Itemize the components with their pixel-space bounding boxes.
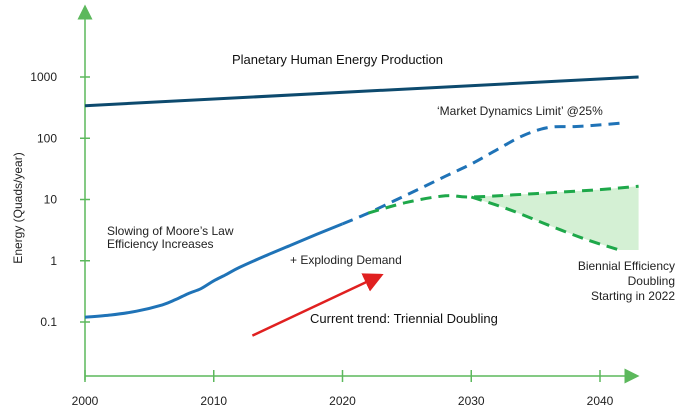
planetary-energy-line [84,75,639,108]
market-dynamics-limit-line [341,121,626,226]
trend-arrow [251,273,384,337]
efficiency-shaded-region [471,186,639,250]
x-tick-label: 2000 [72,394,99,408]
y-tick-label: 10 [44,193,58,207]
historical-demand-line [84,222,344,319]
x-tick-label: 2040 [587,394,614,408]
exploding-demand-annotation: + Exploding Demand [290,253,402,267]
y-tick-label: 100 [37,131,57,145]
y-tick-label: 1 [50,254,57,268]
moores-law-annotation-line2: Efficiency Increases [107,237,214,251]
trend-annotation: Current trend: Triennial Doubling [310,311,498,326]
efficiency-lower-line [470,195,620,252]
biennial-annotation-line3: Starting in 2022 [591,289,675,303]
x-tick-label: 2010 [200,394,227,408]
x-tick-label: 2030 [458,394,485,408]
x-tick-label: 2020 [329,394,356,408]
y-axis-label: Energy (Quads/year) [11,152,25,263]
market-limit-annotation: ‘Market Dynamics Limit’ @25% [437,104,603,118]
efficiency-upper-line [367,184,639,215]
y-tick-label: 1000 [30,70,57,84]
biennial-annotation-line1: Biennial Efficiency [578,259,675,273]
moores-law-annotation-line1: Slowing of Moore’s Law [107,224,234,238]
y-tick-label: 0.1 [40,315,57,329]
biennial-annotation-line2: Doubling [628,274,675,288]
planetary-annotation: Planetary Human Energy Production [232,52,443,67]
